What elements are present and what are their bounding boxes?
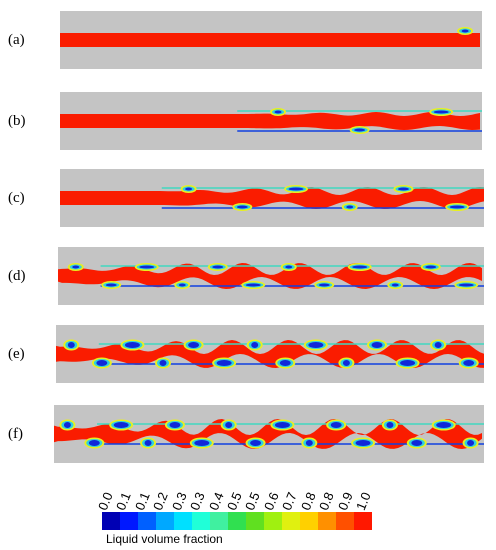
colorbar-segment — [300, 512, 319, 530]
colorbar-tick-label: 0.5 — [224, 489, 245, 513]
colorbar-tick-label: 0.2 — [150, 489, 171, 513]
panel-label-c: (c) — [8, 190, 25, 206]
colorbar-segment — [156, 512, 175, 530]
flow-panel-f — [54, 405, 484, 463]
colorbar-tick-label: 0.5 — [242, 489, 264, 513]
colorbar-tick-label: 0.8 — [297, 489, 319, 513]
colorbar-tick-label: 0.8 — [316, 489, 337, 513]
panel-label-f: (f) — [8, 426, 23, 442]
colorbar-segment — [102, 512, 121, 530]
colorbar-tick-label: 0.1 — [131, 489, 153, 513]
colorbar-segment — [336, 512, 355, 530]
colorbar-tick-label: 0.7 — [279, 489, 300, 513]
colorbar-ticks: 0.0 0.1 0.1 0.2 0.3 0.3 0.4 0.5 0.5 0.6 0.7 0.8 0.8 0… — [95, 482, 374, 513]
colorbar-tick-label: 0.9 — [334, 489, 356, 513]
colorbar-tick-label: 0.6 — [260, 489, 282, 513]
colorbar-segment — [210, 512, 229, 530]
panel-label-b: (b) — [8, 113, 26, 129]
colorbar-segment — [174, 512, 193, 530]
flow-panel-d — [58, 247, 484, 305]
panel-label-d: (d) — [8, 268, 26, 284]
flow-panel-b — [60, 92, 482, 150]
colorbar-segment — [282, 512, 301, 530]
colorbar-bar — [102, 512, 372, 530]
colorbar-tick-label: 0.0 — [95, 489, 116, 513]
flow-panel-c — [60, 169, 484, 227]
panel-label-a: (a) — [8, 32, 25, 48]
flow-panel-e — [56, 325, 484, 383]
colorbar-title: Liquid volume fraction — [106, 532, 223, 546]
colorbar-tick-label: 0.1 — [113, 489, 135, 513]
flow-panel-a — [60, 11, 482, 69]
colorbar-segment — [246, 512, 265, 530]
colorbar-segment — [354, 512, 372, 530]
colorbar: 0.0 0.1 0.1 0.2 0.3 0.3 0.4 0.5 0.5 0.6 0.7 0.8 0.8 0… — [95, 482, 374, 550]
panel-label-e: (e) — [8, 346, 25, 362]
colorbar-segment — [228, 512, 247, 530]
colorbar-segment — [120, 512, 139, 530]
colorbar-tick-label: 0.3 — [187, 489, 208, 513]
colorbar-segment — [192, 512, 211, 530]
colorbar-tick-label: 1.0 — [353, 489, 374, 513]
colorbar-segment — [318, 512, 337, 530]
colorbar-segment — [138, 512, 157, 530]
colorbar-segment — [264, 512, 283, 530]
colorbar-tick-label: 0.4 — [205, 489, 227, 513]
colorbar-tick-label: 0.3 — [168, 489, 190, 513]
